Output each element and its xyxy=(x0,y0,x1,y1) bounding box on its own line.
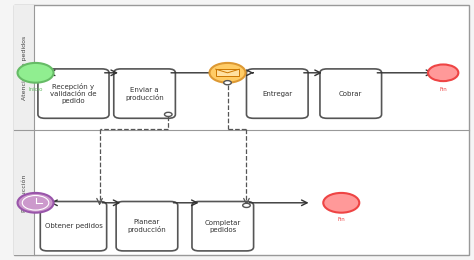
Text: Entregar: Entregar xyxy=(262,90,292,97)
Text: Fin: Fin xyxy=(337,217,345,222)
FancyBboxPatch shape xyxy=(14,5,34,130)
FancyBboxPatch shape xyxy=(114,69,175,118)
Circle shape xyxy=(428,64,458,81)
FancyBboxPatch shape xyxy=(216,69,239,76)
Circle shape xyxy=(18,63,54,83)
Text: Cobrar: Cobrar xyxy=(339,90,363,97)
FancyBboxPatch shape xyxy=(192,202,254,251)
Text: Enviar a
producción: Enviar a producción xyxy=(125,87,164,101)
Text: Inicio: Inicio xyxy=(28,87,43,92)
FancyBboxPatch shape xyxy=(320,69,382,118)
Text: Planear
producción: Planear producción xyxy=(128,219,166,233)
FancyBboxPatch shape xyxy=(38,69,109,118)
Text: Proeducción: Proeducción xyxy=(22,173,27,212)
Text: Atención de pedidos: Atención de pedidos xyxy=(21,35,27,100)
FancyBboxPatch shape xyxy=(14,5,469,255)
Circle shape xyxy=(164,112,172,116)
Circle shape xyxy=(243,203,250,207)
Text: Obtener pedidos: Obtener pedidos xyxy=(45,223,102,229)
Circle shape xyxy=(18,193,54,213)
Circle shape xyxy=(224,81,231,85)
Circle shape xyxy=(323,193,359,213)
Text: Fin: Fin xyxy=(439,87,447,92)
FancyBboxPatch shape xyxy=(246,69,308,118)
Text: Completar
pedidos: Completar pedidos xyxy=(205,220,241,233)
FancyBboxPatch shape xyxy=(116,202,178,251)
FancyBboxPatch shape xyxy=(40,202,107,251)
Text: Recepción y
validación de
pedido: Recepción y validación de pedido xyxy=(50,83,97,104)
FancyBboxPatch shape xyxy=(14,130,34,255)
Circle shape xyxy=(210,63,246,83)
